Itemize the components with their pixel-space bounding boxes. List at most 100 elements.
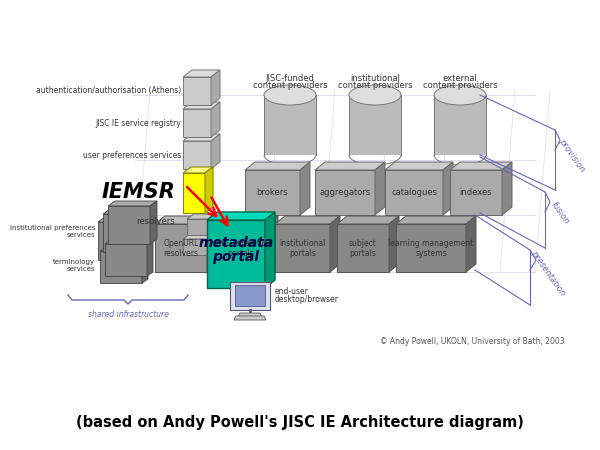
Text: JISC IE service registry: JISC IE service registry — [95, 118, 181, 127]
Text: content providers: content providers — [253, 81, 328, 90]
Text: desktop/browser: desktop/browser — [275, 296, 339, 305]
Polygon shape — [207, 234, 214, 255]
Text: subject: subject — [349, 239, 377, 248]
Polygon shape — [98, 222, 140, 260]
Text: end-user: end-user — [275, 288, 309, 297]
Text: aggregators: aggregators — [319, 188, 371, 197]
Polygon shape — [385, 170, 443, 215]
Polygon shape — [98, 217, 147, 222]
Polygon shape — [211, 70, 220, 105]
Polygon shape — [213, 216, 278, 224]
Polygon shape — [502, 162, 512, 215]
Polygon shape — [207, 212, 275, 220]
Text: portal: portal — [212, 250, 260, 264]
Polygon shape — [238, 313, 262, 317]
Polygon shape — [155, 224, 207, 272]
Text: portals: portals — [227, 248, 254, 257]
Text: services: services — [67, 232, 95, 238]
Polygon shape — [389, 216, 399, 272]
Polygon shape — [434, 95, 486, 155]
Polygon shape — [211, 102, 220, 137]
Polygon shape — [315, 170, 375, 215]
Text: indexes: indexes — [460, 188, 493, 197]
Polygon shape — [375, 162, 385, 215]
Polygon shape — [108, 206, 150, 244]
Polygon shape — [183, 70, 220, 77]
Polygon shape — [466, 216, 476, 272]
Text: resolvers: resolvers — [163, 248, 199, 257]
Polygon shape — [213, 224, 268, 272]
Polygon shape — [155, 216, 217, 224]
Ellipse shape — [434, 85, 486, 105]
Text: presentation: presentation — [529, 249, 567, 297]
Polygon shape — [315, 162, 385, 170]
Polygon shape — [245, 162, 310, 170]
Text: institutional preferences: institutional preferences — [10, 225, 95, 231]
Text: OpenURL: OpenURL — [163, 239, 199, 248]
Text: portals: portals — [350, 248, 376, 257]
Polygon shape — [235, 285, 265, 306]
Polygon shape — [230, 282, 270, 310]
Text: external: external — [443, 74, 478, 83]
Polygon shape — [108, 201, 157, 206]
Text: IEMSR: IEMSR — [101, 182, 175, 202]
Text: content providers: content providers — [338, 81, 412, 90]
Polygon shape — [396, 216, 476, 224]
Polygon shape — [209, 214, 216, 235]
Polygon shape — [234, 316, 266, 320]
Text: user preferences services: user preferences services — [83, 150, 181, 159]
Polygon shape — [183, 167, 213, 173]
Text: (based on Andy Powell's JISC IE Architecture diagram): (based on Andy Powell's JISC IE Architec… — [76, 414, 524, 429]
Polygon shape — [396, 224, 466, 272]
Polygon shape — [105, 244, 147, 276]
Polygon shape — [183, 109, 211, 137]
Text: portals: portals — [289, 248, 316, 257]
Polygon shape — [183, 239, 207, 255]
Polygon shape — [150, 201, 157, 244]
Polygon shape — [183, 77, 211, 105]
Polygon shape — [183, 134, 220, 141]
Polygon shape — [268, 216, 278, 272]
Polygon shape — [207, 216, 217, 272]
Polygon shape — [443, 162, 453, 215]
Polygon shape — [100, 247, 148, 251]
Polygon shape — [450, 170, 502, 215]
Polygon shape — [450, 162, 512, 170]
Polygon shape — [385, 162, 453, 170]
Text: shared infrastructure: shared infrastructure — [88, 310, 169, 319]
Polygon shape — [183, 234, 214, 239]
Polygon shape — [330, 216, 340, 272]
Polygon shape — [337, 216, 399, 224]
Polygon shape — [337, 224, 389, 272]
Text: JISC-funded: JISC-funded — [266, 74, 314, 83]
Ellipse shape — [349, 85, 401, 105]
Polygon shape — [183, 173, 205, 213]
Polygon shape — [245, 170, 300, 215]
Text: content providers: content providers — [422, 81, 497, 90]
Polygon shape — [183, 102, 220, 109]
Text: learning management: learning management — [388, 239, 473, 248]
Polygon shape — [103, 214, 145, 252]
Text: institutional: institutional — [280, 239, 326, 248]
Polygon shape — [265, 212, 275, 288]
Polygon shape — [207, 220, 265, 288]
Text: catalogues: catalogues — [391, 188, 437, 197]
Polygon shape — [145, 209, 152, 252]
Text: institutional: institutional — [350, 74, 400, 83]
Polygon shape — [140, 217, 147, 260]
Polygon shape — [105, 240, 153, 244]
Text: provision: provision — [557, 137, 587, 173]
Polygon shape — [147, 240, 153, 276]
Text: fusion: fusion — [549, 200, 571, 226]
Polygon shape — [211, 134, 220, 169]
Polygon shape — [275, 216, 340, 224]
Polygon shape — [275, 224, 330, 272]
Polygon shape — [183, 141, 211, 169]
Text: systems: systems — [415, 248, 447, 257]
Polygon shape — [100, 251, 142, 283]
Text: metadata: metadata — [199, 236, 274, 250]
Text: services: services — [67, 266, 95, 272]
Text: © Andy Powell, UKOLN, University of Bath, 2003: © Andy Powell, UKOLN, University of Bath… — [380, 338, 565, 346]
Text: terminology: terminology — [53, 259, 95, 265]
Polygon shape — [187, 219, 209, 235]
